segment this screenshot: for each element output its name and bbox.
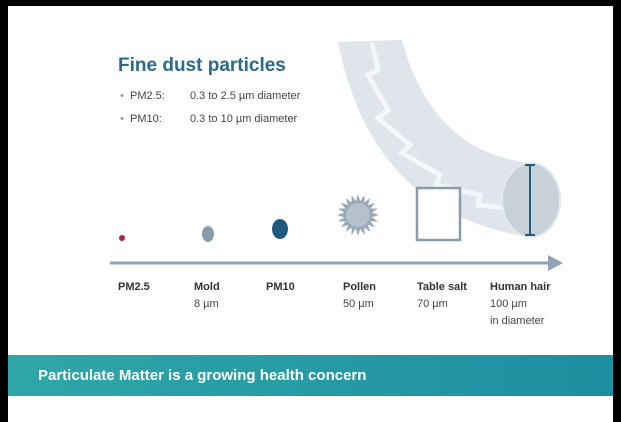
bullet-label: PM2.5: [130, 90, 165, 102]
bullet-dot: • [120, 113, 124, 125]
item-size: 8 µm [194, 298, 219, 310]
bullet-text: 0.3 to 2.5 µm diameter [190, 90, 301, 102]
slide: Fine dust particles • PM2.5: 0.3 to 2.5 … [0, 0, 621, 422]
item-name: PM10 [266, 281, 295, 293]
item-name: Mold [194, 281, 220, 293]
title: Fine dust particles [118, 55, 286, 76]
item-name: Human hair [490, 281, 551, 293]
item-note: in diameter [490, 315, 545, 327]
item-name: PM2.5 [118, 281, 150, 293]
item-name: Table salt [417, 281, 467, 293]
bullet-label: PM10: [130, 113, 162, 125]
item-size: 70 µm [417, 298, 448, 310]
salt-particle [417, 188, 460, 240]
bullet-dot: • [120, 90, 124, 102]
pm25-particle [119, 235, 125, 241]
pm10-particle [272, 219, 288, 239]
banner-text: Particulate Matter is a growing health c… [38, 367, 366, 384]
mold-particle [202, 226, 214, 242]
bullet-text: 0.3 to 10 µm diameter [190, 113, 298, 125]
pollen-core [346, 203, 370, 227]
item-size: 100 µm [490, 298, 527, 310]
item-name: Pollen [343, 281, 376, 293]
item-size: 50 µm [343, 298, 374, 310]
